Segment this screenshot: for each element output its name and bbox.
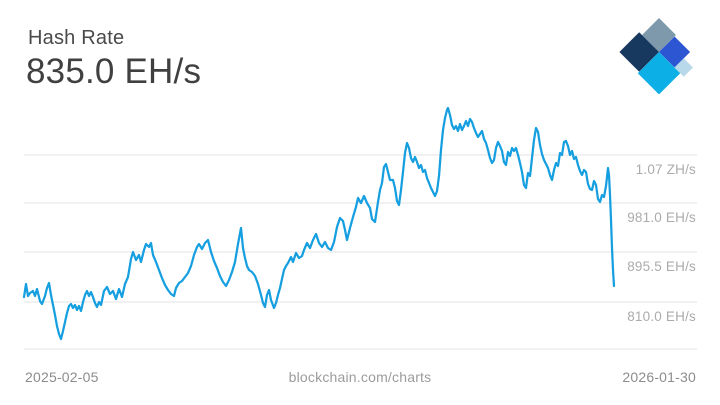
y-axis-label: 1.07 ZH/s xyxy=(635,162,696,177)
x-axis-start-date: 2025-02-05 xyxy=(25,369,99,385)
y-axis-label: 895.5 EH/s xyxy=(627,259,696,274)
chart-credit: blockchain.com/charts xyxy=(288,369,432,385)
x-axis-end-date: 2026-01-30 xyxy=(622,369,696,385)
current-value: 835.0 EH/s xyxy=(26,52,202,91)
y-axis-label: 981.0 EH/s xyxy=(627,210,696,225)
page-title: Hash Rate xyxy=(28,27,125,49)
blockchain-logo-icon xyxy=(619,18,693,94)
y-axis-label: 810.0 EH/s xyxy=(627,309,696,324)
hash-rate-series-line xyxy=(22,106,616,341)
